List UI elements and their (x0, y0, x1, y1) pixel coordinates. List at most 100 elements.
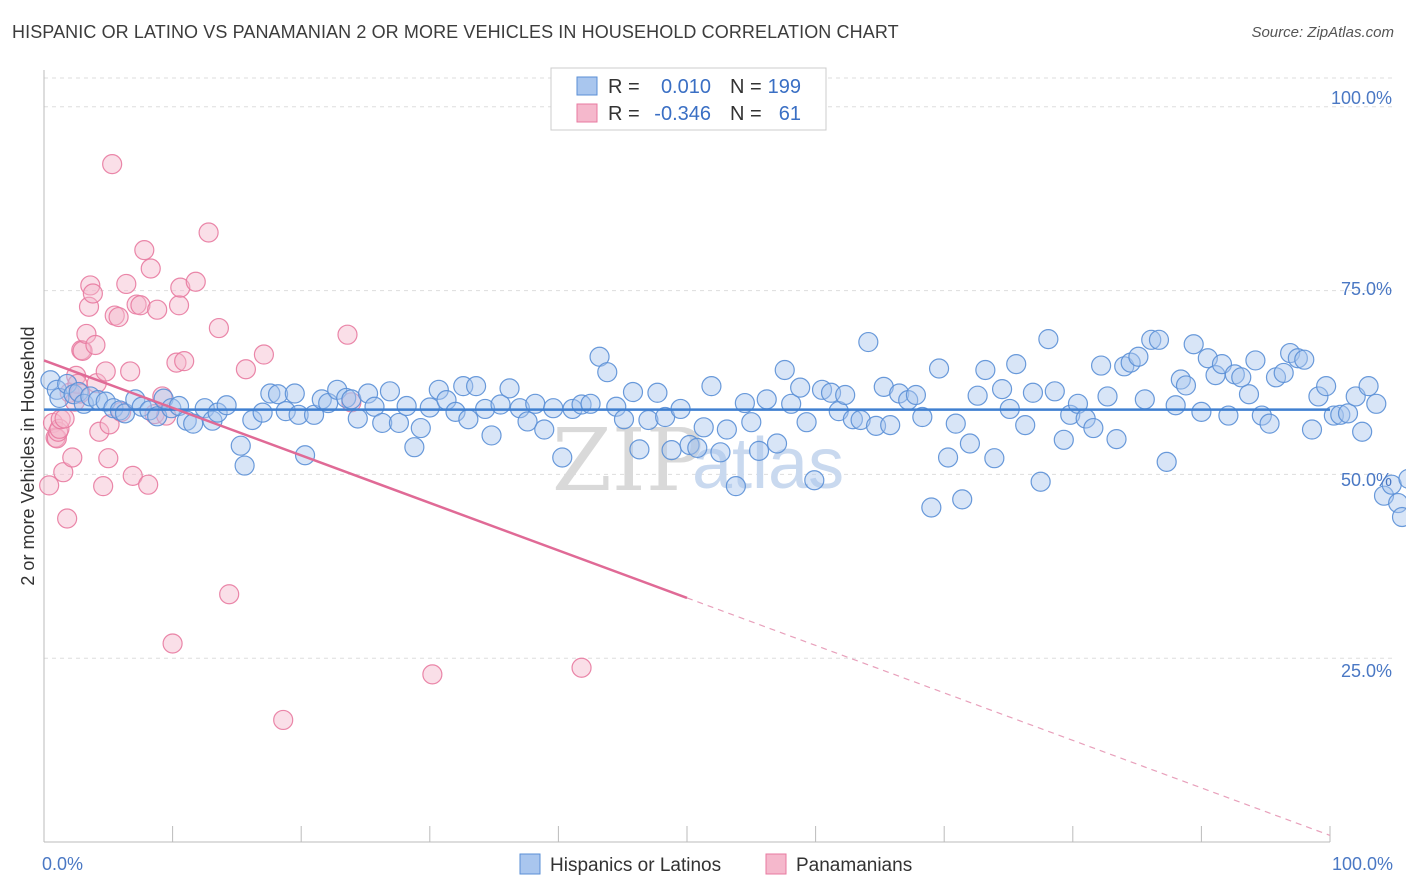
panamanians-point (273, 709, 294, 731)
trend-lines (43, 359, 1331, 836)
hispanics-point (921, 497, 942, 518)
panamanians-point (571, 657, 592, 678)
hispanics-point (1330, 404, 1351, 425)
hispanics-point (693, 417, 714, 438)
panamanians-point (116, 273, 137, 295)
chart-source: Source: ZipAtlas.com (1251, 24, 1394, 41)
legend: R = 0.010 N = 199 R = -0.346 N = 61 (550, 67, 827, 131)
hispanics-point (858, 331, 879, 353)
hispanics-point (46, 379, 67, 400)
hispanics-point (1366, 393, 1387, 414)
hispanics-point (260, 383, 281, 404)
y-axis-title: 2 or more Vehicles in Household (18, 326, 38, 585)
panamanians-point (219, 584, 240, 605)
hispanics-point (835, 384, 856, 406)
hispanics-point (372, 412, 393, 434)
hispanics-point (945, 413, 966, 434)
hispanics-point (796, 412, 817, 433)
hispanics-point (1090, 355, 1112, 376)
panamanians-point (122, 465, 143, 486)
hispanics-point (967, 385, 988, 406)
hispanics-point (364, 396, 385, 417)
hispanics-point (230, 435, 251, 456)
bottom-legend: Hispanics or Latinos Panamanians (519, 853, 912, 876)
hispanics-point (1053, 429, 1074, 450)
hispanics-point (445, 401, 466, 422)
hispanics-point (57, 373, 78, 395)
hispanics-point (725, 476, 746, 497)
panamanians-point (168, 295, 190, 316)
hispanics-point (1175, 375, 1197, 396)
hispanics-point (748, 440, 770, 461)
panamanians-point (98, 448, 119, 469)
hispanics-point (499, 378, 520, 399)
hispanics-point (873, 376, 894, 397)
hispanics-point (284, 383, 305, 404)
hispanics-point (481, 425, 502, 446)
hispanics-point (880, 415, 901, 436)
legend-blue-swatch (576, 76, 598, 96)
hispanics-point (710, 442, 731, 463)
hispanics-point (741, 412, 762, 433)
hispanics-point (194, 398, 215, 419)
panamanians-trend-extension (686, 597, 1331, 836)
panamanians-point (102, 154, 123, 175)
legend-n-label-2: N = (730, 103, 762, 125)
hispanics-point (687, 437, 708, 459)
hispanics-point (1245, 350, 1266, 371)
panamanians-point (78, 296, 100, 317)
hispanics-point (68, 381, 89, 403)
hispanics-point (428, 379, 449, 400)
hispanics-point (1259, 413, 1280, 434)
legend-pink-swatch (576, 103, 598, 123)
hispanics-point (379, 381, 401, 402)
hispanics-point (804, 470, 825, 491)
hispanics-point (294, 445, 316, 466)
panamanians-point (134, 240, 155, 261)
panamanians-point (138, 474, 159, 495)
hispanics-point (790, 377, 811, 398)
legend-r-value-2: -0.346 (654, 103, 711, 125)
hispanics-point (1238, 384, 1260, 405)
panamanians-point (147, 299, 168, 320)
hispanics-point (357, 383, 379, 404)
hispanics-point (952, 489, 973, 510)
panamanians-point (85, 334, 106, 356)
y-tick-label-100: 100.0% (1331, 88, 1392, 108)
hispanics-point (928, 358, 950, 379)
hispanics-point (613, 409, 635, 430)
panamanians-point (99, 414, 120, 435)
hispanics-point (756, 389, 777, 410)
hispanics-point (458, 409, 479, 430)
panamanians-point (108, 306, 129, 328)
hispanics-point (606, 396, 627, 417)
axes (43, 70, 1331, 843)
hispanics-point (622, 381, 644, 403)
hispanics-point (1114, 356, 1135, 377)
panamanians-point (162, 633, 183, 654)
hispanics-point (1308, 386, 1329, 407)
panamanians-point (174, 351, 195, 372)
panamanians-point (185, 271, 206, 292)
hispanics-point (1294, 349, 1315, 370)
panamanians-point (170, 277, 191, 298)
watermark-atlas: atlas (692, 424, 844, 504)
hispanics-point (766, 433, 788, 454)
panamanians-point (140, 258, 161, 279)
hispanics-point (1301, 419, 1323, 440)
hispanics-point (552, 447, 573, 468)
hispanics-point (734, 392, 755, 414)
hispanics-point (1148, 329, 1170, 350)
hispanics-point (1128, 346, 1149, 367)
legend-n-label-1: N = (730, 76, 762, 98)
panamanians-point (120, 361, 141, 382)
hispanics-point (905, 384, 927, 406)
panamanians-point (130, 295, 151, 316)
hispanics-point (1015, 415, 1036, 436)
hispanics-point (647, 382, 668, 403)
panamanians-point (82, 283, 103, 304)
panamanians-point (208, 317, 229, 339)
panamanians-point (95, 361, 116, 382)
bottom-legend-label-panamanians: Panamanians (796, 855, 912, 876)
